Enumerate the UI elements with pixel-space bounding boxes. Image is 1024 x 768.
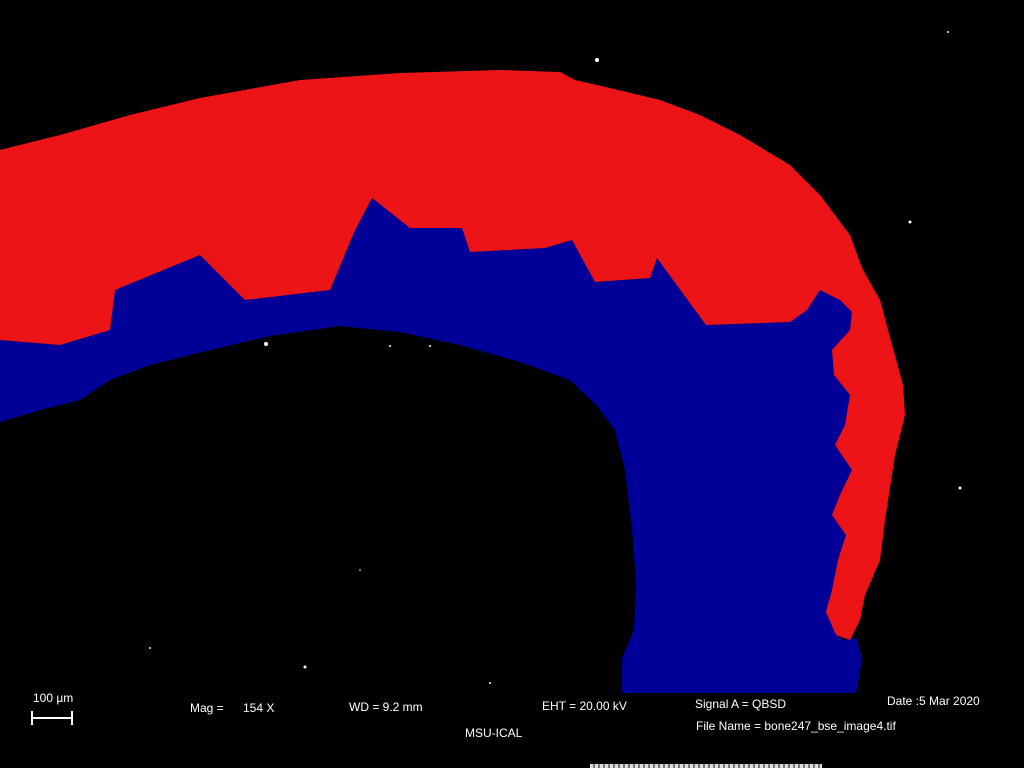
magnification-label: Mag = [190, 701, 224, 715]
file-name-readout: File Name = bone247_bse_image4.tif [696, 719, 896, 733]
institution-label: MSU-ICAL [465, 726, 523, 740]
speckle-noise [149, 31, 962, 684]
outer-red-region [0, 70, 905, 640]
working-distance-readout: WD = 9.2 mm [349, 700, 423, 714]
bottom-pixel-strip [590, 764, 822, 768]
inner-blue-region [0, 198, 862, 693]
signal-readout: Signal A = QBSD [695, 697, 787, 711]
scale-bar-label: 100 µm [33, 691, 74, 705]
eht-voltage-readout: EHT = 20.00 kV [542, 699, 627, 713]
date-readout: Date :5 Mar 2020 [887, 694, 980, 708]
scale-bar [31, 711, 73, 725]
magnification-value: 154 X [243, 701, 275, 715]
